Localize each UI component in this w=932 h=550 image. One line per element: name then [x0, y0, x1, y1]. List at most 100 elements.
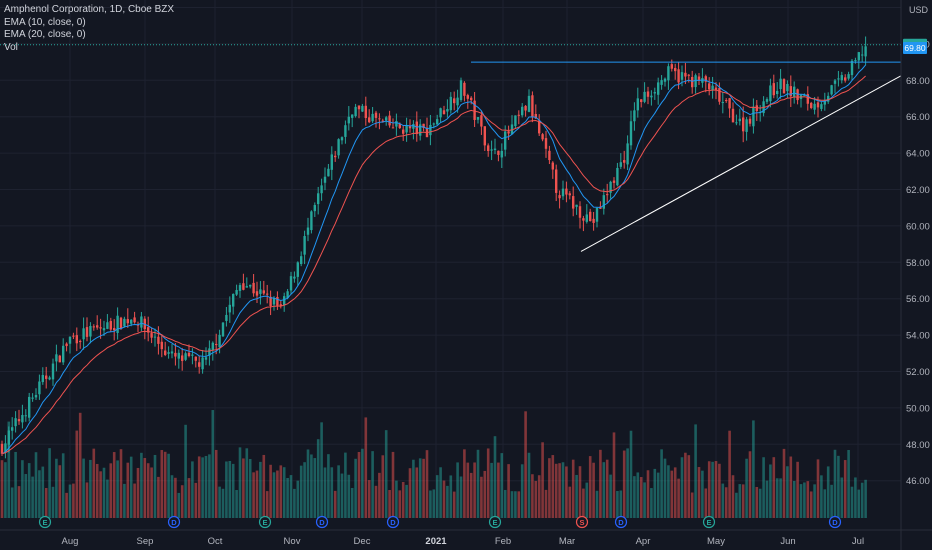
candle-body — [415, 121, 418, 134]
candle-body — [538, 120, 541, 134]
candle-body — [51, 363, 55, 380]
y-tick-label: 56.00 — [906, 294, 930, 305]
candle-body — [657, 82, 660, 95]
volume-bar — [687, 455, 691, 518]
volume-bar — [469, 472, 473, 518]
volume-bar — [561, 462, 565, 518]
event-marker-e[interactable]: E — [38, 515, 52, 529]
y-tick-label: 60.00 — [906, 221, 930, 232]
volume-bar — [119, 449, 123, 518]
candle-body — [405, 125, 408, 133]
volume-bar — [99, 471, 102, 518]
volume-bar — [150, 467, 153, 518]
volume-bar — [17, 486, 21, 518]
volume-bar — [534, 480, 538, 518]
volume-bar — [378, 472, 381, 518]
volume-bar — [296, 480, 300, 518]
event-marker-d[interactable]: D — [315, 515, 329, 529]
candle-body — [140, 316, 143, 328]
x-tick-label: Jul — [852, 536, 864, 547]
candle-body — [198, 362, 201, 367]
candle-body — [544, 138, 548, 149]
volume-bar — [840, 477, 844, 518]
volume-bar — [432, 489, 436, 518]
volume-bar — [75, 430, 79, 518]
x-tick-label: Sep — [137, 536, 154, 547]
candle-body — [449, 96, 452, 111]
volume-bar — [701, 470, 704, 518]
event-marker-e[interactable]: E — [258, 515, 272, 529]
event-marker-d[interactable]: D — [386, 515, 400, 529]
volume-bar — [667, 465, 670, 518]
candle-body — [221, 322, 225, 337]
legend-ema10: EMA (10, close, 0) — [4, 16, 86, 28]
volume-bar — [316, 439, 320, 518]
candle-body — [211, 342, 214, 351]
volume-bar — [61, 453, 65, 518]
volume-bar — [670, 470, 674, 518]
volume-bar — [330, 467, 334, 518]
volume-bar — [595, 490, 599, 518]
volume-bar — [850, 486, 854, 518]
volume-bar — [170, 475, 174, 518]
volume-bar — [361, 448, 364, 518]
candle-body — [313, 205, 316, 212]
candle-body — [602, 195, 605, 209]
candle-body — [191, 354, 194, 356]
volume-bars — [0, 410, 867, 518]
volume-bar — [106, 479, 109, 518]
volume-bar — [520, 464, 524, 518]
volume-bar — [769, 464, 772, 518]
volume-bar — [449, 475, 453, 518]
ema-lines — [1, 64, 866, 455]
volume-bar — [337, 465, 340, 518]
volume-bar — [238, 447, 242, 518]
event-marker-d[interactable]: D — [167, 515, 181, 529]
candle-body — [300, 256, 303, 264]
volume-bar — [697, 467, 701, 518]
candle-body — [636, 98, 639, 111]
candle-body — [283, 296, 286, 306]
candle-body — [708, 83, 711, 90]
volume-bar — [313, 458, 317, 518]
volume-bar — [153, 454, 157, 518]
volume-bar — [677, 478, 680, 518]
event-marker-e[interactable]: E — [702, 515, 716, 529]
volume-bar — [279, 465, 283, 518]
volume-bar — [174, 477, 177, 518]
candle-body — [534, 113, 537, 119]
volume-bar — [27, 463, 31, 518]
volume-bar — [160, 450, 164, 518]
candle-body — [578, 206, 582, 218]
volume-bar — [201, 457, 204, 518]
candle-body — [786, 83, 789, 92]
candle-body — [830, 85, 833, 95]
event-marker-s[interactable]: S — [575, 515, 589, 529]
volume-bar — [711, 461, 714, 518]
candle-body — [548, 150, 551, 161]
candle-body — [266, 293, 269, 295]
volume-bar — [272, 472, 276, 518]
volume-bar — [724, 487, 728, 518]
chart-drawings[interactable] — [0, 44, 902, 252]
volume-bar — [357, 451, 361, 518]
candle-body — [82, 328, 85, 340]
event-marker-d[interactable]: D — [828, 515, 842, 529]
candle-body — [765, 99, 769, 102]
event-circle — [258, 515, 272, 529]
event-marker-e[interactable]: E — [488, 515, 502, 529]
candle-body — [565, 188, 568, 195]
candle-body — [252, 282, 255, 294]
volume-bar — [126, 462, 130, 518]
candle-body — [157, 336, 160, 344]
volume-bar — [741, 484, 745, 518]
candle-body — [167, 352, 170, 354]
candle-body — [776, 90, 779, 94]
volume-bar — [146, 463, 150, 518]
candle-body — [419, 124, 422, 136]
candle-body — [864, 46, 867, 57]
event-marker-d[interactable]: D — [614, 515, 628, 529]
volume-bar — [568, 486, 572, 518]
